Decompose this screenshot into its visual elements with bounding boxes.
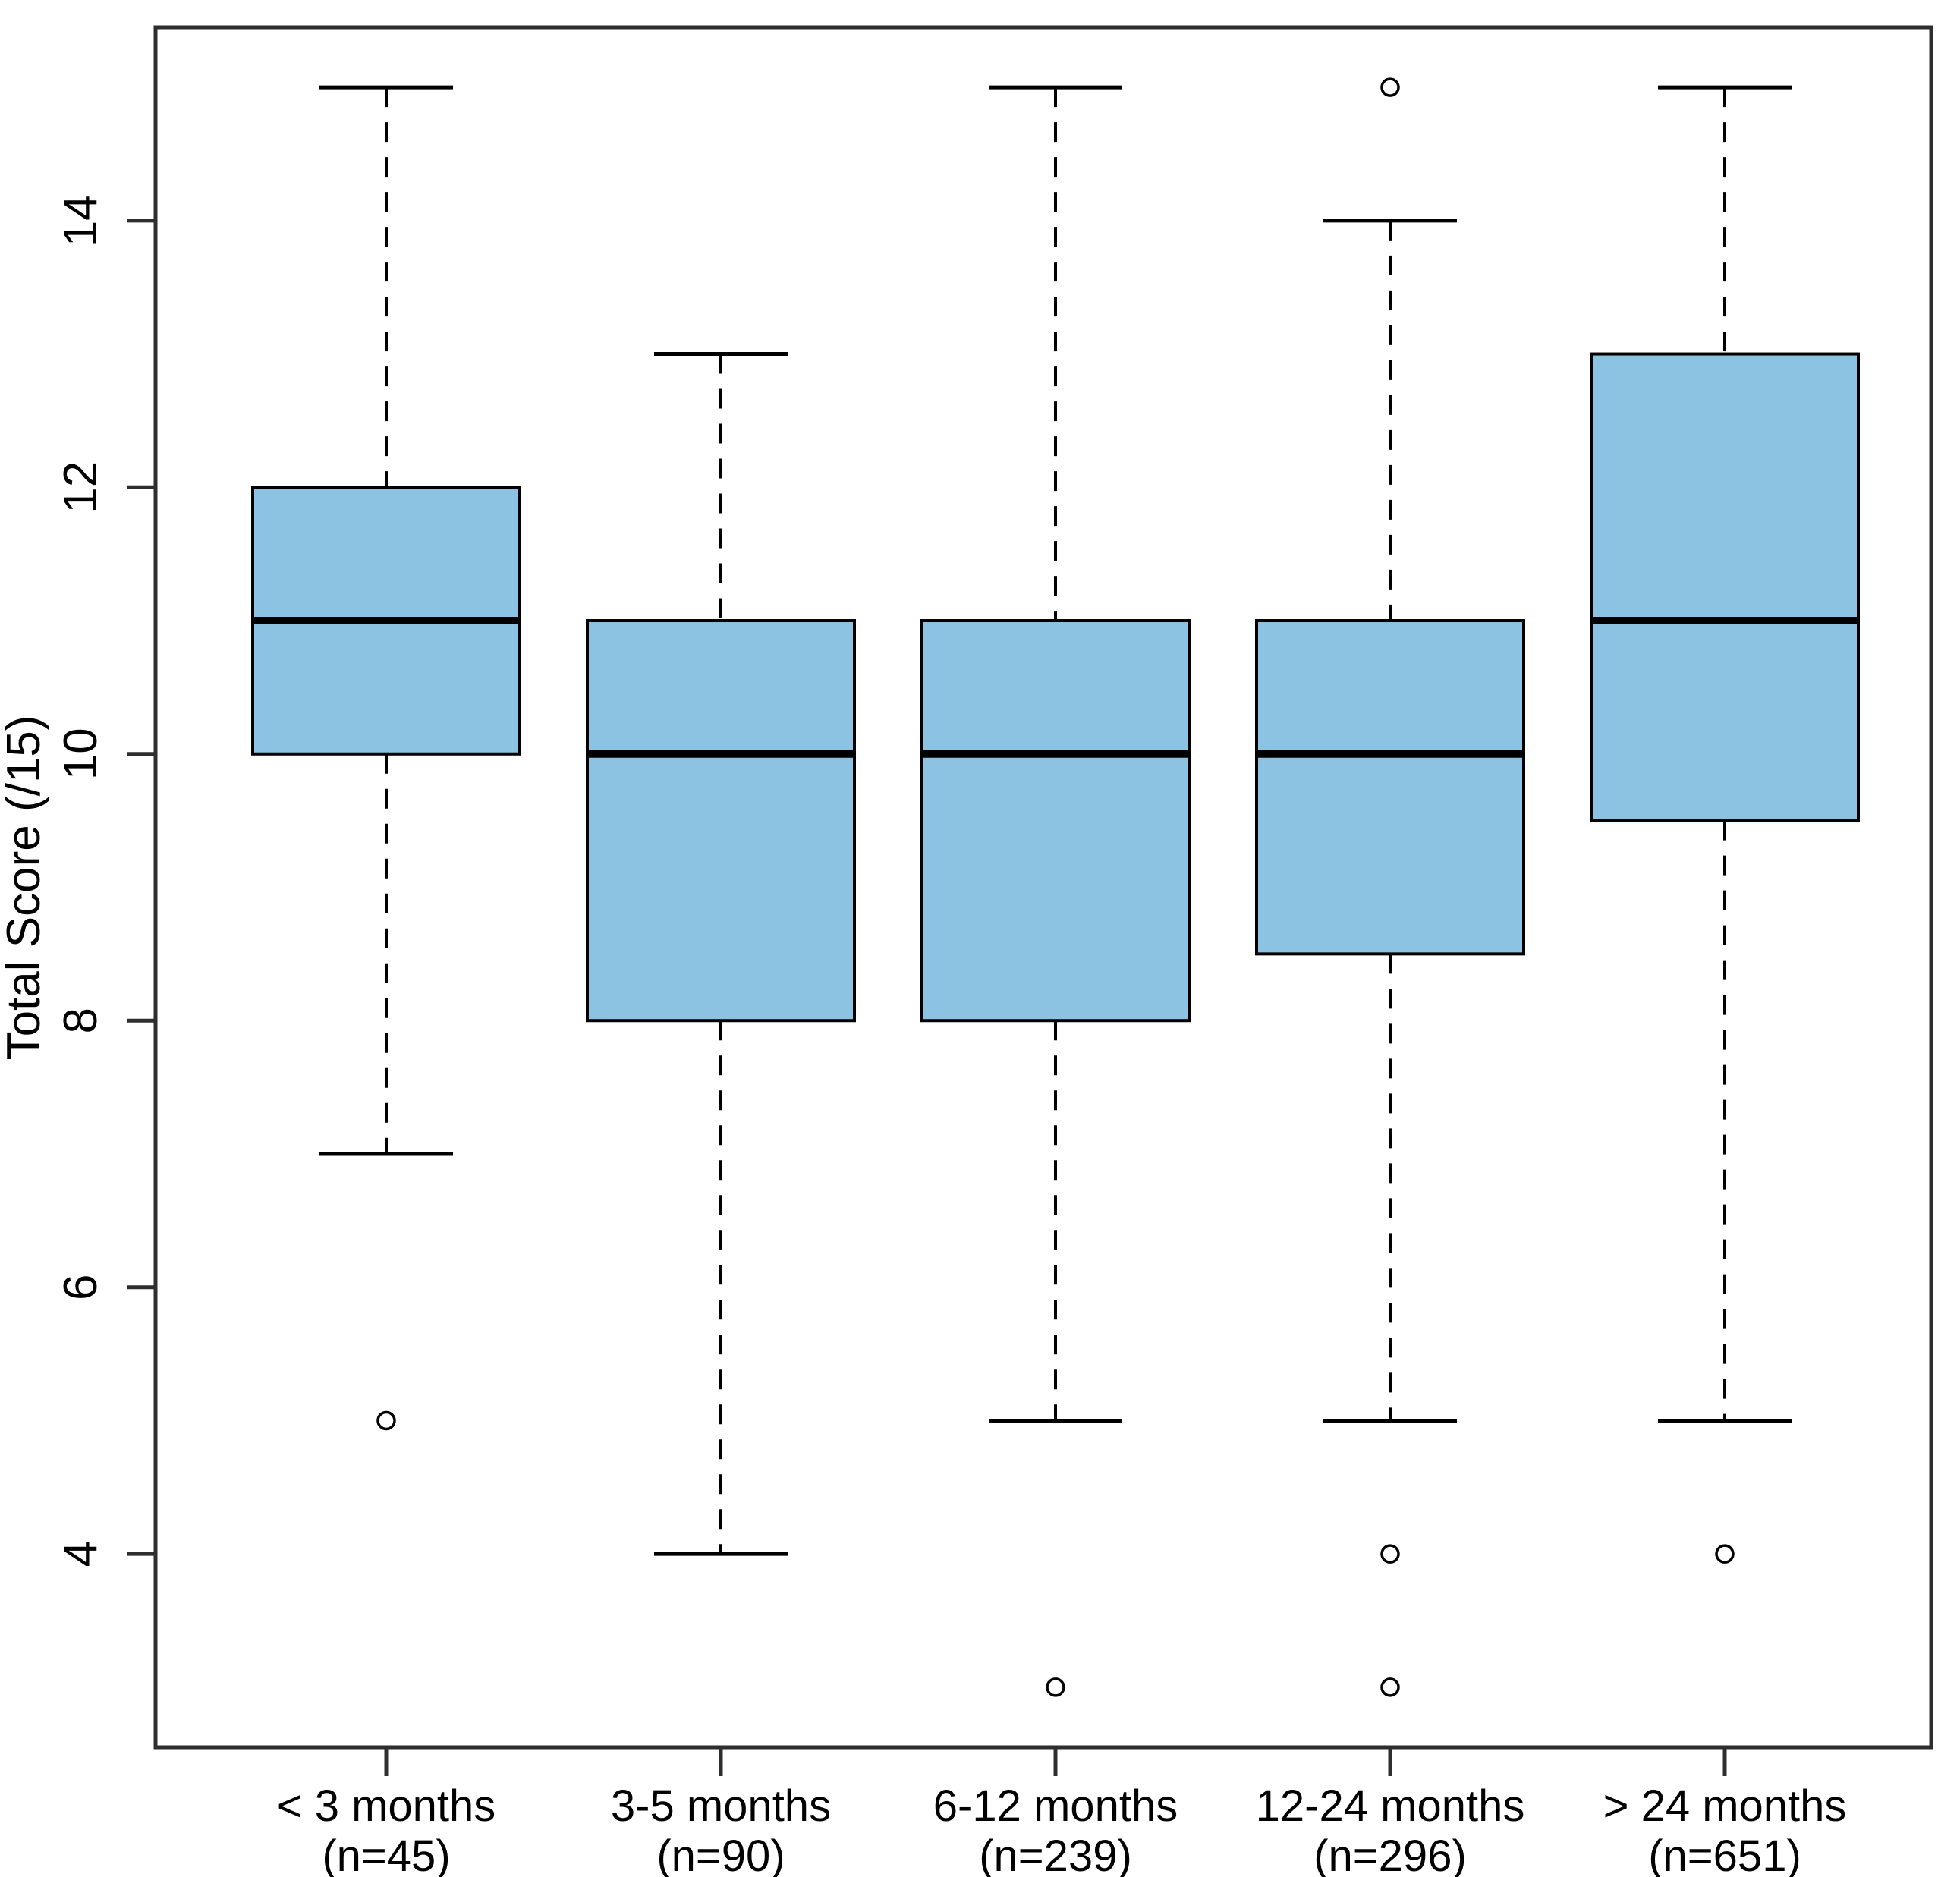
outlier-point	[1380, 1677, 1400, 1697]
plot-frame	[153, 25, 1933, 1750]
x-tick-label: 6-12 months	[933, 1781, 1178, 1831]
y-tick-label: 6	[55, 1274, 107, 1300]
x-tick-label: 12-24 months	[1256, 1781, 1525, 1831]
x-tick-label: > 24 months	[1603, 1781, 1847, 1831]
x-axis: < 3 months(n=45) 3-5 months(n=90) 6-12 mon…	[277, 1747, 1847, 1877]
x-tick-sublabel: (n=45)	[322, 1831, 450, 1877]
y-tick-label: 4	[55, 1541, 107, 1567]
box-group-5	[1590, 85, 1860, 1564]
iqr-box	[586, 619, 856, 1023]
x-tick-sublabel: (n=296)	[1313, 1831, 1467, 1877]
y-axis-title: Total Score (/15)	[0, 715, 50, 1061]
y-tick-label: 10	[55, 728, 107, 780]
y-axis: 4 6 8 10 12 14	[55, 194, 156, 1567]
x-tick-label: < 3 months	[277, 1781, 496, 1831]
outlier-point	[1380, 77, 1400, 97]
x-tick-sublabel: (n=90)	[656, 1831, 785, 1877]
box-group-2	[586, 352, 856, 1556]
box-group-1	[251, 85, 521, 1431]
y-tick-label: 8	[55, 1008, 107, 1033]
x-tick-label: 3-5 months	[611, 1781, 831, 1831]
outlier-point	[376, 1410, 396, 1431]
outlier-point	[1046, 1677, 1065, 1697]
x-tick-sublabel: (n=239)	[979, 1831, 1132, 1877]
x-tick-sublabel: (n=651)	[1648, 1831, 1801, 1877]
outlier-point	[1380, 1544, 1400, 1564]
box-group-3	[920, 85, 1191, 1697]
y-tick-label: 14	[55, 194, 107, 247]
boxes-layer	[251, 77, 1860, 1697]
box-group-4	[1255, 77, 1525, 1697]
iqr-box	[1255, 619, 1525, 956]
outlier-point	[1715, 1544, 1735, 1564]
y-tick-label: 12	[55, 461, 107, 514]
iqr-box	[1590, 352, 1860, 822]
iqr-box	[920, 619, 1191, 1023]
